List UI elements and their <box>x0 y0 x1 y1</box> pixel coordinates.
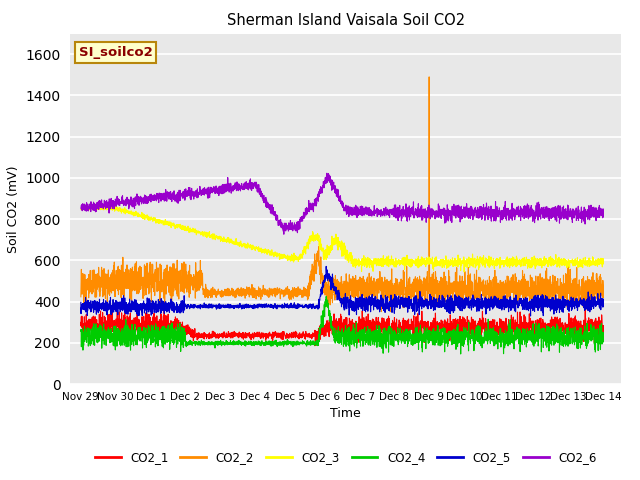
Text: SI_soilco2: SI_soilco2 <box>79 47 152 60</box>
X-axis label: Time: Time <box>330 407 361 420</box>
Title: Sherman Island Vaisala Soil CO2: Sherman Island Vaisala Soil CO2 <box>227 13 465 28</box>
Legend: CO2_1, CO2_2, CO2_3, CO2_4, CO2_5, CO2_6: CO2_1, CO2_2, CO2_3, CO2_4, CO2_5, CO2_6 <box>90 446 601 468</box>
Y-axis label: Soil CO2 (mV): Soil CO2 (mV) <box>7 165 20 252</box>
